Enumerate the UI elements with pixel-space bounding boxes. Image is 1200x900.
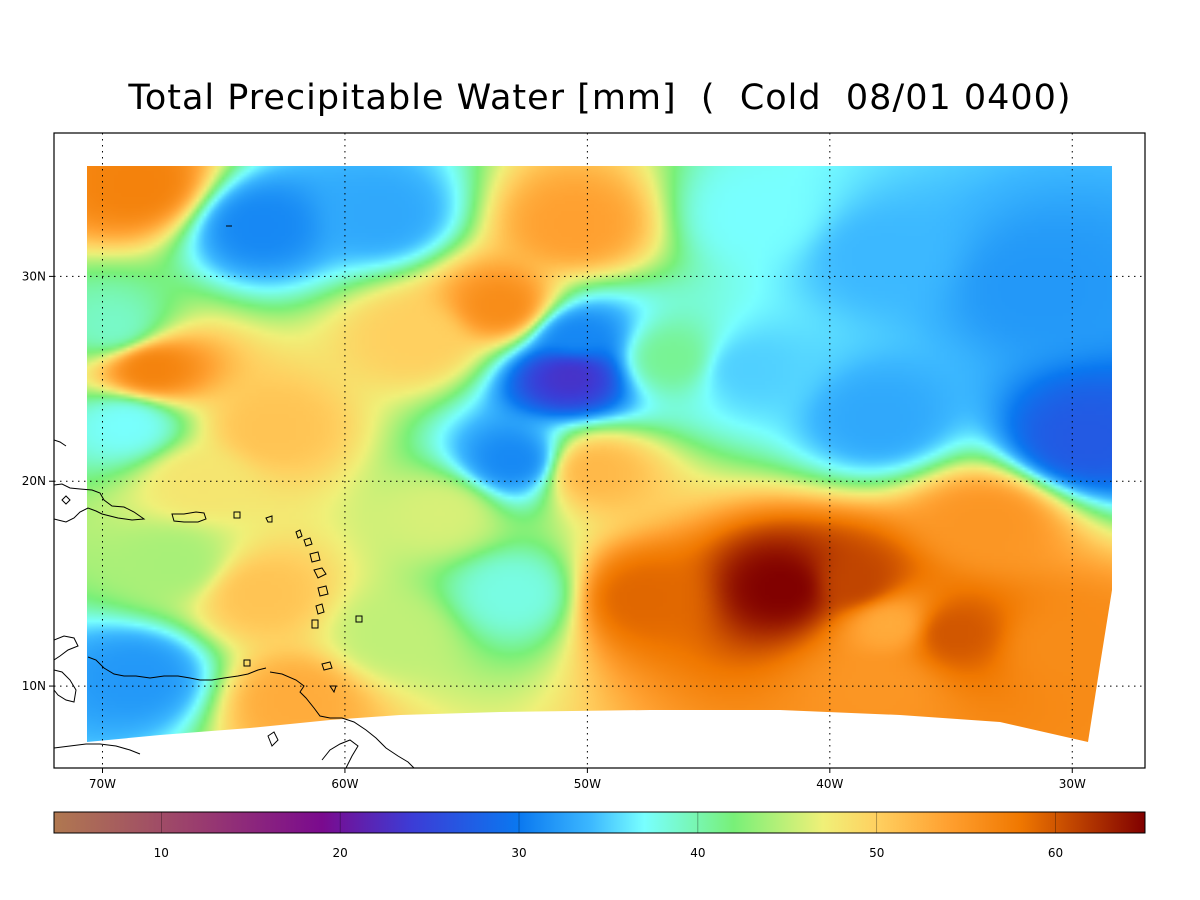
lat-tick-label: 10N	[22, 679, 46, 693]
lon-tick-label: 30W	[1059, 777, 1086, 791]
map-title: Total Precipitable Water [mm] ( Cold 08/…	[128, 78, 1072, 118]
coastlines	[54, 225, 415, 768]
precipitable-water-field	[87, 166, 1112, 742]
map-border	[53, 132, 1146, 769]
lon-tick-label: 60W	[331, 777, 358, 791]
colorbar: 10 20 30 40 50 60	[53, 811, 1146, 860]
colorbar-tick-label: 50	[869, 846, 884, 860]
axis-labels: 30N 20N 10N 70W 60W 50W 40W 30W	[22, 269, 1086, 791]
lon-tick-label: 50W	[574, 777, 601, 791]
colorbar-tick-label: 30	[511, 846, 526, 860]
lon-tick-label: 40W	[816, 777, 843, 791]
colorbar-tick-label: 40	[690, 846, 705, 860]
lon-tick-label: 70W	[89, 777, 116, 791]
lat-tick-label: 20N	[22, 474, 46, 488]
lat-tick-label: 30N	[22, 269, 46, 283]
grid-lines	[54, 133, 1145, 768]
colorbar-tick-label: 10	[154, 846, 169, 860]
colorbar-tick-label: 60	[1048, 846, 1063, 860]
colorbar-ticks: 10 20 30 40 50 60	[154, 812, 1063, 860]
colorbar-tick-label: 20	[333, 846, 348, 860]
colorbar-scale	[53, 811, 1146, 834]
